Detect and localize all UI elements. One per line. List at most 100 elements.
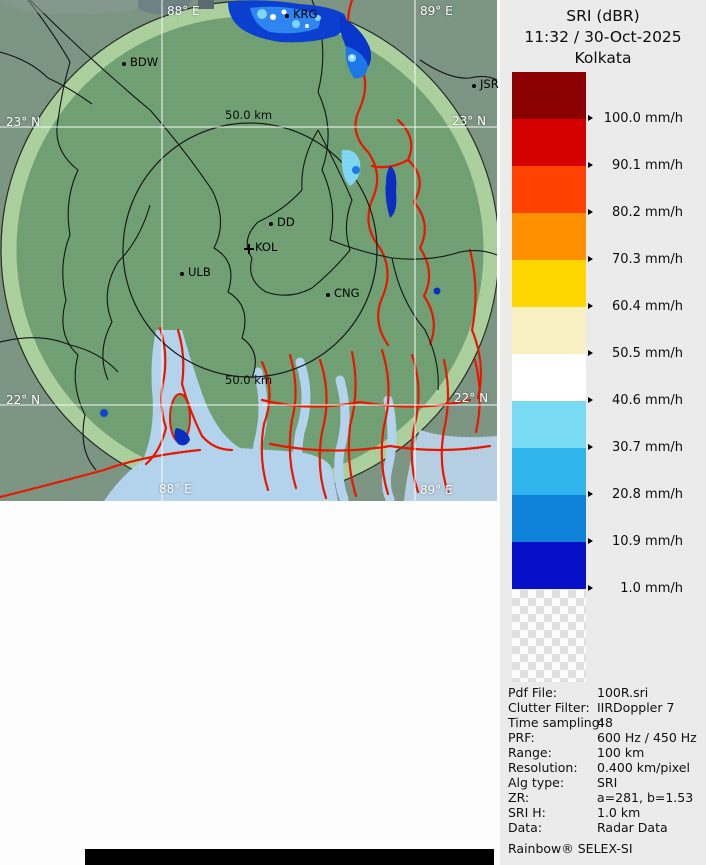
metadata-row: ZR: a=281, b=1.53 bbox=[508, 790, 704, 805]
range-ring-label: 50.0 km bbox=[225, 373, 273, 387]
metadata-row: Time sampling: 48 bbox=[508, 715, 704, 730]
legend-tick-arrow-icon bbox=[588, 350, 593, 356]
echo-dot-estuary bbox=[174, 428, 190, 446]
district-boundaries bbox=[0, 0, 497, 471]
legend-transparent-block bbox=[512, 590, 586, 682]
radar-site-cross-icon bbox=[248, 244, 250, 254]
legend-panel: SRI (dBR) 11:32 / 30-Oct-2025 Kolkata 10… bbox=[500, 0, 706, 865]
product-title: SRI (dBR) bbox=[566, 7, 640, 25]
legend-value-label: 70.3 mm/h bbox=[611, 252, 683, 267]
graticule-label: 89° E bbox=[420, 483, 453, 497]
city-marker-dot-icon bbox=[180, 272, 184, 276]
metadata-value: a=281, b=1.53 bbox=[597, 790, 694, 805]
legend-tick-arrow-icon bbox=[588, 303, 593, 309]
legend-swatch bbox=[512, 401, 586, 448]
legend-swatch bbox=[512, 119, 586, 166]
graticule-label: 23° N bbox=[452, 114, 487, 128]
legend-swatch bbox=[512, 72, 586, 119]
echo-dot-southwest bbox=[100, 409, 108, 417]
metadata-row: SRI H: 1.0 km bbox=[508, 805, 704, 820]
legend-tick-arrow-icon bbox=[588, 115, 593, 121]
echo-cell-cyan bbox=[341, 149, 361, 186]
metadata-label: Alg type: bbox=[508, 775, 565, 790]
graticule-label: 88° E bbox=[167, 4, 200, 18]
metadata-label: PRF: bbox=[508, 730, 535, 745]
legend-tick-arrow-icon bbox=[588, 491, 593, 497]
metadata-label: SRI H: bbox=[508, 805, 546, 820]
legend-value-label: 1.0 mm/h bbox=[620, 581, 683, 596]
range-ring-label: 50.0 km bbox=[225, 108, 273, 122]
city-label-ulb: ULB bbox=[188, 265, 211, 279]
graticule-label: 23° N bbox=[6, 115, 41, 129]
metadata-row: Pdf File: 100R.sri bbox=[508, 685, 704, 700]
metadata-label: Clutter Filter: bbox=[508, 700, 590, 715]
legend-value-label: 80.2 mm/h bbox=[611, 205, 683, 220]
graticule-label: 89° E bbox=[420, 4, 453, 18]
bottom-black-bar bbox=[85, 849, 494, 865]
metadata-row: Clutter Filter: IIRDoppler 7 bbox=[508, 700, 704, 715]
legend-value-label: 100.0 mm/h bbox=[603, 111, 683, 126]
legend-value-label: 20.8 mm/h bbox=[611, 487, 683, 502]
echo-streak bbox=[385, 166, 397, 218]
legend-swatch bbox=[512, 307, 586, 354]
graticule-label: 22° N bbox=[6, 393, 41, 407]
metadata-label: Resolution: bbox=[508, 760, 578, 775]
metadata-label: ZR: bbox=[508, 790, 530, 805]
radar-echoes bbox=[0, 0, 441, 446]
metadata-value: Radar Data bbox=[597, 820, 668, 835]
metadata-label: Range: bbox=[508, 745, 552, 760]
echo-main-core bbox=[250, 6, 320, 34]
legend-tick-arrow-icon bbox=[588, 162, 593, 168]
legend-value-label: 30.7 mm/h bbox=[611, 440, 683, 455]
panel-header: SRI (dBR) 11:32 / 30-Oct-2025 Kolkata bbox=[500, 6, 706, 69]
metadata-value: SRI bbox=[597, 775, 618, 790]
city-marker-dot-icon bbox=[285, 14, 289, 18]
software-credit: Rainbow® SELEX-SI bbox=[508, 841, 633, 856]
legend-swatch bbox=[512, 166, 586, 213]
metadata-label: Data: bbox=[508, 820, 543, 835]
graticule-label: 22° N bbox=[454, 391, 489, 405]
range-ring-50km bbox=[122, 122, 378, 378]
legend-swatch bbox=[512, 260, 586, 307]
echo-cell-mid bbox=[345, 46, 368, 79]
metadata-row: Resolution: 0.400 km/pixel bbox=[508, 760, 704, 775]
city-label-krg: KRG bbox=[293, 7, 318, 21]
metadata-value: 100 km bbox=[597, 745, 645, 760]
echo-dot-east bbox=[433, 287, 441, 295]
legend-value-label: 50.5 mm/h bbox=[611, 346, 683, 361]
legend-value-label: 90.1 mm/h bbox=[611, 158, 683, 173]
city-marker-dot-icon bbox=[122, 62, 126, 66]
bottom-whitespace bbox=[0, 501, 497, 865]
metadata-value: IIRDoppler 7 bbox=[597, 700, 675, 715]
metadata-row: PRF: 600 Hz / 450 Hz bbox=[508, 730, 704, 745]
legend-swatch bbox=[512, 448, 586, 495]
metadata-row: Range: 100 km bbox=[508, 745, 704, 760]
legend-value-label: 60.4 mm/h bbox=[611, 299, 683, 314]
metadata-value: 0.400 km/pixel bbox=[597, 760, 690, 775]
legend-tick-arrow-icon bbox=[588, 538, 593, 544]
city-label-kol: KOL bbox=[255, 240, 278, 254]
graticule-lines bbox=[0, 0, 497, 501]
radar-map: 88° E 89° E 23° N 23° N 22° N 22° N 88° E 89° E… bbox=[0, 0, 499, 501]
legend-value-label: 40.6 mm/h bbox=[611, 393, 683, 408]
legend-tick-arrow-icon bbox=[588, 209, 593, 215]
legend-value-label: 10.9 mm/h bbox=[611, 534, 683, 549]
metadata-value: 48 bbox=[597, 715, 613, 730]
legend-swatch bbox=[512, 213, 586, 260]
metadata-value: 600 Hz / 450 Hz bbox=[597, 730, 697, 745]
legend-tick-arrow-icon bbox=[588, 256, 593, 262]
city-label-jsr: JSR bbox=[480, 77, 499, 91]
city-marker-dot-icon bbox=[472, 84, 476, 88]
metadata-row: Data: Radar Data bbox=[508, 820, 704, 835]
echo-gray-patch bbox=[138, 0, 192, 15]
legend-swatch bbox=[512, 542, 586, 589]
city-marker-dot-icon bbox=[326, 293, 330, 297]
metadata-value: 100R.sri bbox=[597, 685, 649, 700]
echo-gray-haze bbox=[0, 0, 150, 15]
legend-tick-arrow-icon bbox=[588, 444, 593, 450]
echo-gray-small bbox=[198, 0, 214, 9]
product-datetime: 11:32 / 30-Oct-2025 bbox=[524, 28, 682, 46]
city-label-dd: DD bbox=[277, 215, 295, 229]
city-label-cng: CNG bbox=[334, 286, 360, 300]
